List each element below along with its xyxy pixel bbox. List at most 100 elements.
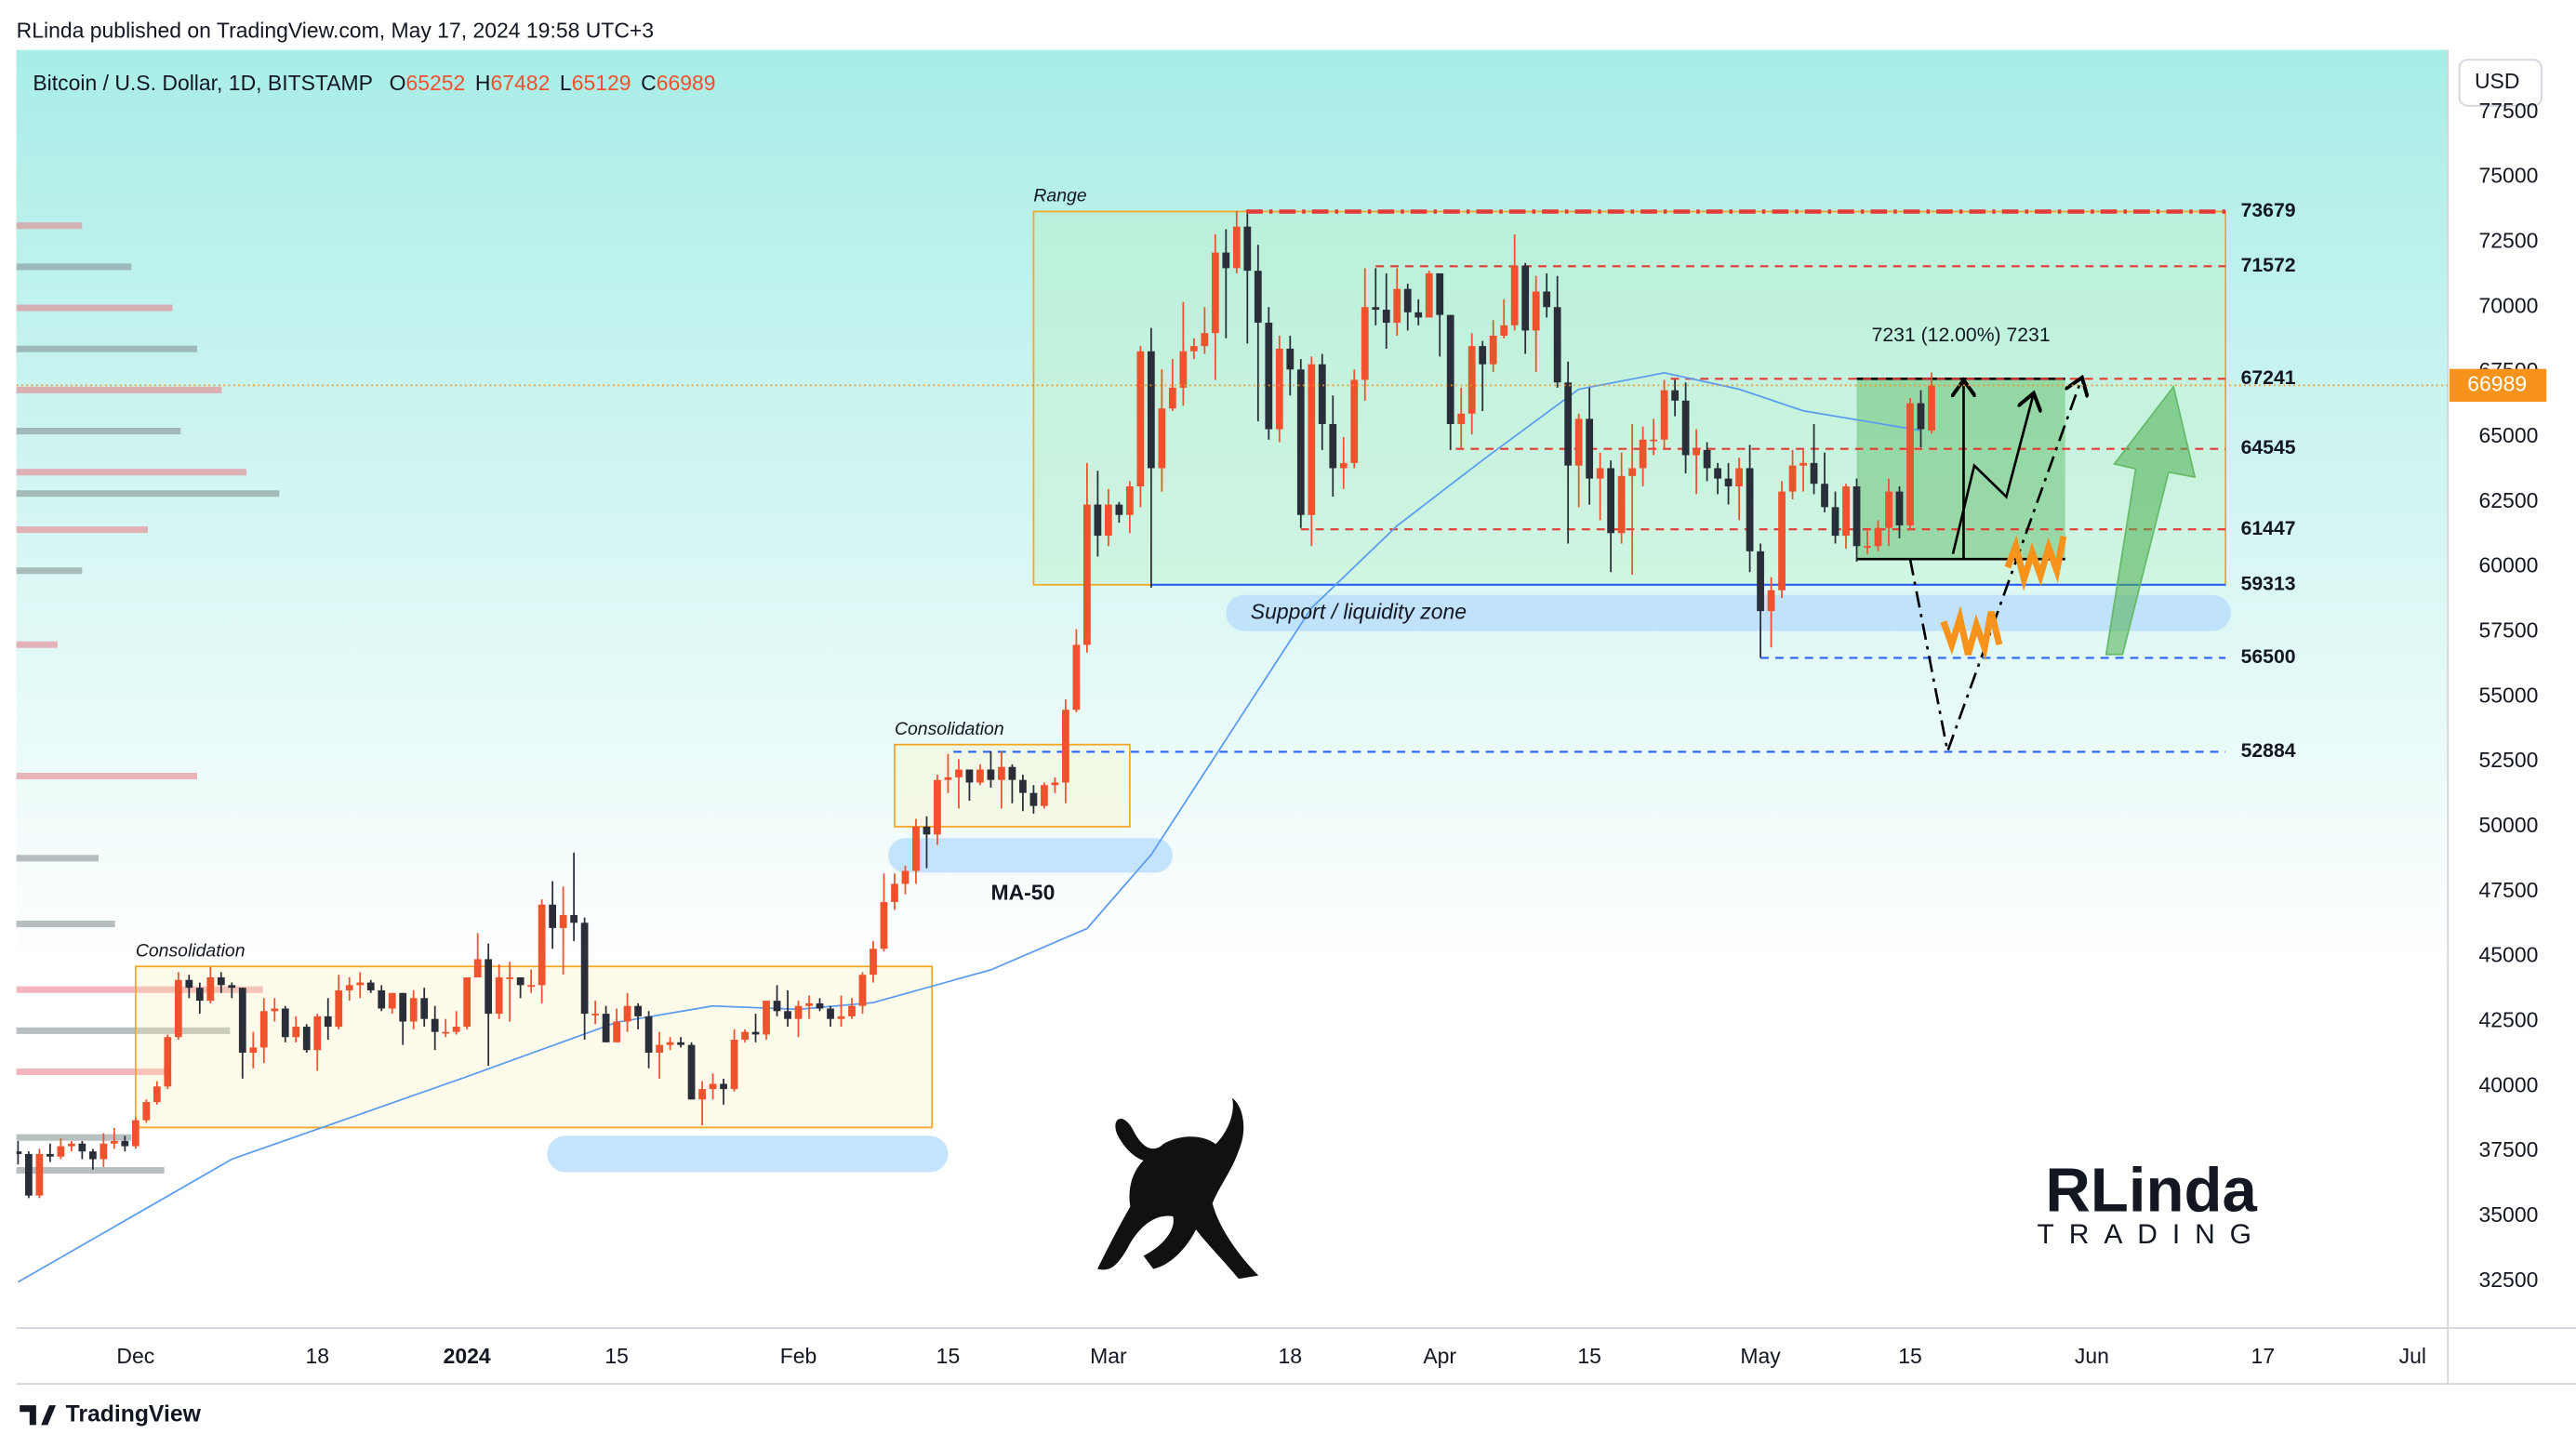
candle-body [1874, 527, 1882, 547]
candle-body [1308, 364, 1316, 515]
level-label: 71572 [2241, 255, 2296, 276]
zone-label: Support / liquidity zone [1251, 599, 1467, 623]
candle-body [987, 769, 995, 780]
candle-body [1275, 348, 1283, 430]
candle-body [580, 923, 589, 1015]
plot [16, 209, 2449, 1283]
legend-key: O [390, 71, 406, 95]
candle-body [1125, 486, 1134, 515]
candle-body [463, 976, 471, 1028]
candle-body [848, 1005, 856, 1016]
y-tick-label: 70000 [2479, 293, 2539, 317]
candle-body [944, 777, 952, 780]
candle-body [35, 1153, 44, 1196]
publish-info: RLinda published on TradingView.com, May… [17, 18, 654, 42]
candle-body [656, 1044, 663, 1053]
y-tick-label: 37500 [2479, 1137, 2539, 1162]
candle-body [1746, 468, 1754, 551]
candle-body [1928, 385, 1935, 431]
candle-body [1821, 484, 1828, 508]
candle-body [302, 1027, 311, 1051]
liquidity-zone [547, 1135, 949, 1173]
candle-body [1414, 312, 1423, 318]
x-tick-label: Dec [116, 1344, 154, 1368]
candle-body [1115, 504, 1123, 515]
candle-body [1147, 351, 1155, 469]
candle-body [46, 1153, 54, 1157]
box-label: Consolidation [895, 719, 1004, 739]
volume-profile [16, 222, 280, 1175]
y-tick-label: 35000 [2479, 1202, 2539, 1227]
candle-body [1436, 272, 1444, 315]
candle-body [1607, 468, 1615, 534]
candle-body [901, 870, 910, 884]
candle-body [880, 901, 888, 949]
candle-body [816, 1002, 824, 1009]
candle-body [1008, 766, 1016, 780]
x-tick-label: 15 [604, 1344, 629, 1368]
candle-body [1681, 400, 1690, 456]
candle-body [644, 1016, 653, 1053]
candle-body [1553, 307, 1561, 383]
y-tick-label: 40000 [2479, 1072, 2539, 1096]
up-arrow [2105, 384, 2197, 656]
candle-body [185, 979, 193, 989]
candle-body [976, 769, 984, 783]
candle-body [570, 914, 578, 923]
x-tick-label: 15 [1898, 1344, 1922, 1368]
candle-body [153, 1086, 161, 1103]
legend: Bitcoin / U.S. Dollar, 1D, BITSTAMP O6525… [33, 71, 715, 95]
candle-body [1051, 782, 1059, 786]
currency-button[interactable] [2458, 59, 2543, 107]
projection-scribble [2004, 535, 2067, 591]
candle-body [1243, 226, 1252, 272]
candle-body [1489, 335, 1497, 365]
candle-body [730, 1040, 738, 1090]
candle-body [1168, 387, 1176, 409]
candle-body [1724, 478, 1733, 487]
candle-body [217, 976, 225, 986]
candle-body [78, 1143, 86, 1152]
x-tick-label: 17 [2251, 1344, 2276, 1368]
candle-body [1917, 403, 1925, 430]
candle-body [121, 1140, 129, 1147]
level-label: 67241 [2241, 367, 2296, 389]
candle-body [773, 1001, 781, 1012]
candle-body [934, 779, 941, 835]
candle-body [1703, 449, 1711, 469]
candle-body [602, 1014, 610, 1042]
y-tick-label: 55000 [2479, 683, 2539, 707]
liquidity-zone [888, 838, 1173, 873]
candle-body [259, 1011, 268, 1048]
candle-body [1564, 382, 1573, 466]
candle-body [378, 989, 386, 1009]
candle-body [1543, 291, 1551, 308]
y-tick-label: 62500 [2479, 488, 2539, 512]
candle-body [324, 1016, 332, 1028]
legend-key: C [641, 71, 657, 95]
y-tick-label: 32500 [2479, 1268, 2539, 1292]
candle-body [1286, 348, 1295, 370]
footer-brand: TradingView [66, 1401, 202, 1427]
candle-body [623, 1005, 631, 1022]
candle-body [313, 1016, 322, 1051]
candle-body [131, 1120, 139, 1147]
last-price-box [2449, 368, 2547, 403]
currency-label[interactable]: USD [2475, 69, 2519, 93]
x-tick-label: Jul [2399, 1344, 2426, 1368]
candle-body [495, 976, 503, 1015]
candle-body [1735, 468, 1743, 487]
candle-body [741, 1031, 749, 1041]
candle-body [271, 1008, 279, 1012]
candle-body [1778, 491, 1786, 591]
candle-body [687, 1044, 696, 1100]
candle-body [249, 1047, 258, 1053]
level-label: 56500 [2241, 646, 2296, 668]
candle-body [409, 998, 418, 1022]
candle-body [1831, 507, 1839, 537]
candle-body [174, 979, 182, 1038]
legend-key: L [560, 71, 572, 95]
candle-body [335, 989, 343, 1028]
candle-body [751, 1031, 760, 1035]
